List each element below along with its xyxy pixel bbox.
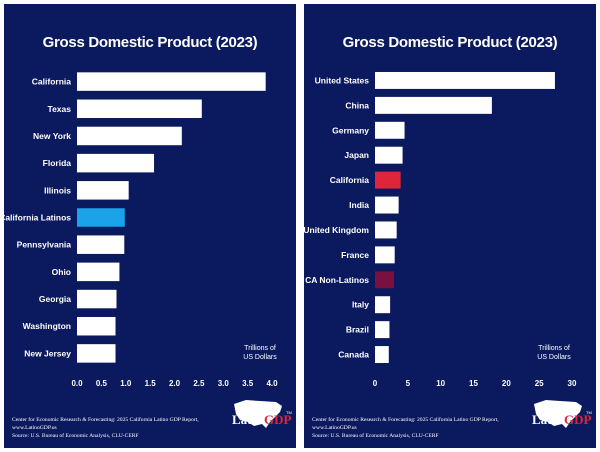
category-label: Illinois [44, 185, 71, 195]
logo-tm: TM [286, 410, 292, 415]
category-label: Italy [352, 300, 369, 310]
category-label: New York [33, 131, 71, 141]
category-label: CA Non-Latinos [305, 275, 369, 285]
us-map-icon [234, 400, 282, 428]
category-label: Georgia [39, 294, 71, 304]
bar-china [375, 96, 492, 114]
bar-japan [375, 146, 403, 164]
footer-credit: Center for Economic Research & Forecasti… [12, 416, 227, 440]
logo-tm: TM [586, 410, 592, 415]
chart-title: Gross Domestic Product (2023) [342, 34, 558, 51]
bar-brazil [375, 321, 390, 339]
category-label: United Kingdom [304, 225, 369, 235]
bar-united-kingdom [375, 221, 397, 239]
chart-panel-left: Gross Domestic Product (2023) California… [4, 4, 296, 448]
category-label: Ohio [52, 267, 71, 277]
bar-india [375, 196, 399, 214]
x-tick-label: 3.0 [218, 379, 230, 388]
x-tick-label: 4.0 [266, 379, 278, 388]
footer-credit: Center for Economic Research & Forecasti… [312, 416, 527, 440]
x-tick-label: 15 [469, 379, 478, 388]
bar-united-states [375, 71, 555, 89]
x-tick-label: 0 [373, 379, 378, 388]
category-label: Pennsylvania [17, 240, 72, 250]
category-label: California [330, 175, 369, 185]
bar-pennsylvania [77, 235, 125, 254]
logo-text-gdp: GDP [564, 412, 592, 427]
category-label: California [32, 77, 71, 87]
bar-france [375, 246, 395, 264]
category-label: United States [315, 75, 370, 85]
units-label: US Dollars [537, 354, 571, 361]
x-tick-label: 10 [436, 379, 445, 388]
category-label: France [341, 250, 369, 260]
bar-georgia [77, 289, 117, 309]
x-tick-label: 30 [568, 379, 577, 388]
bar-italy [375, 296, 391, 314]
category-label: Germany [332, 125, 369, 135]
bar-chart-states: California Texas New York Florida Illinois Ca… [4, 72, 278, 388]
latinogdp-logo: Latino GDP TM [532, 400, 592, 428]
x-tick-label: 1.0 [120, 379, 132, 388]
x-tick-label: 5 [406, 379, 411, 388]
bar-california [375, 171, 401, 189]
bar-ohio [77, 262, 120, 282]
bar-chart-countries: United States China Germany Japan California… [304, 71, 577, 388]
chart-title: Gross Domestic Product (2023) [42, 34, 258, 51]
x-tick-label: 1.5 [145, 379, 157, 388]
units-label: US Dollars [243, 354, 277, 361]
latinogdp-logo: Latino GDP TM [232, 400, 292, 428]
bar-ca-non-latinos [375, 271, 395, 289]
footer-line-2: Source: U.S. Bureau of Economic Analysis… [12, 433, 139, 439]
category-label: California Latinos [4, 213, 71, 223]
x-tick-label: 2.5 [193, 379, 205, 388]
units-label: Trillions of [538, 345, 570, 352]
logo-text-gdp: GDP [264, 412, 292, 427]
x-tick-label: 20 [502, 379, 511, 388]
x-tick-label: 0.5 [96, 379, 108, 388]
bar-new-jersey [77, 344, 116, 363]
category-label: China [345, 100, 369, 110]
category-label: Canada [338, 350, 369, 360]
x-tick-label: 3.5 [242, 379, 254, 388]
category-label: Japan [344, 150, 369, 160]
x-tick-label: 2.0 [169, 379, 181, 388]
chart-panel-right: Gross Domestic Product (2023) United Sta… [304, 4, 596, 448]
bar-new-york [77, 126, 182, 146]
bar-california [77, 72, 266, 91]
bar-illinois [77, 181, 129, 200]
x-tick-label: 0.0 [71, 379, 83, 388]
logo-text-latino: Latino [232, 412, 269, 427]
bar-germany [375, 121, 405, 139]
bar-florida [77, 153, 155, 173]
bar-california-latinos [77, 208, 125, 227]
category-label: Texas [48, 104, 72, 114]
x-tick-label: 25 [535, 379, 544, 388]
bar-washington [77, 316, 116, 336]
bar-texas [77, 99, 202, 119]
footer-line-2: Source: U.S. Bureau of Economic Analysis… [312, 433, 439, 439]
footer-line-1: Center for Economic Research & Forecasti… [12, 417, 199, 431]
logo-text-latino: Latino [532, 412, 569, 427]
us-map-icon [534, 400, 582, 428]
bar-canada [375, 346, 389, 364]
category-label: Washington [23, 321, 71, 331]
category-label: Brazil [346, 325, 369, 335]
category-label: India [349, 200, 369, 210]
footer-line-1: Center for Economic Research & Forecasti… [312, 417, 499, 431]
category-label: New Jersey [24, 348, 71, 358]
category-label: Florida [43, 158, 72, 168]
units-label: Trillions of [244, 345, 276, 352]
